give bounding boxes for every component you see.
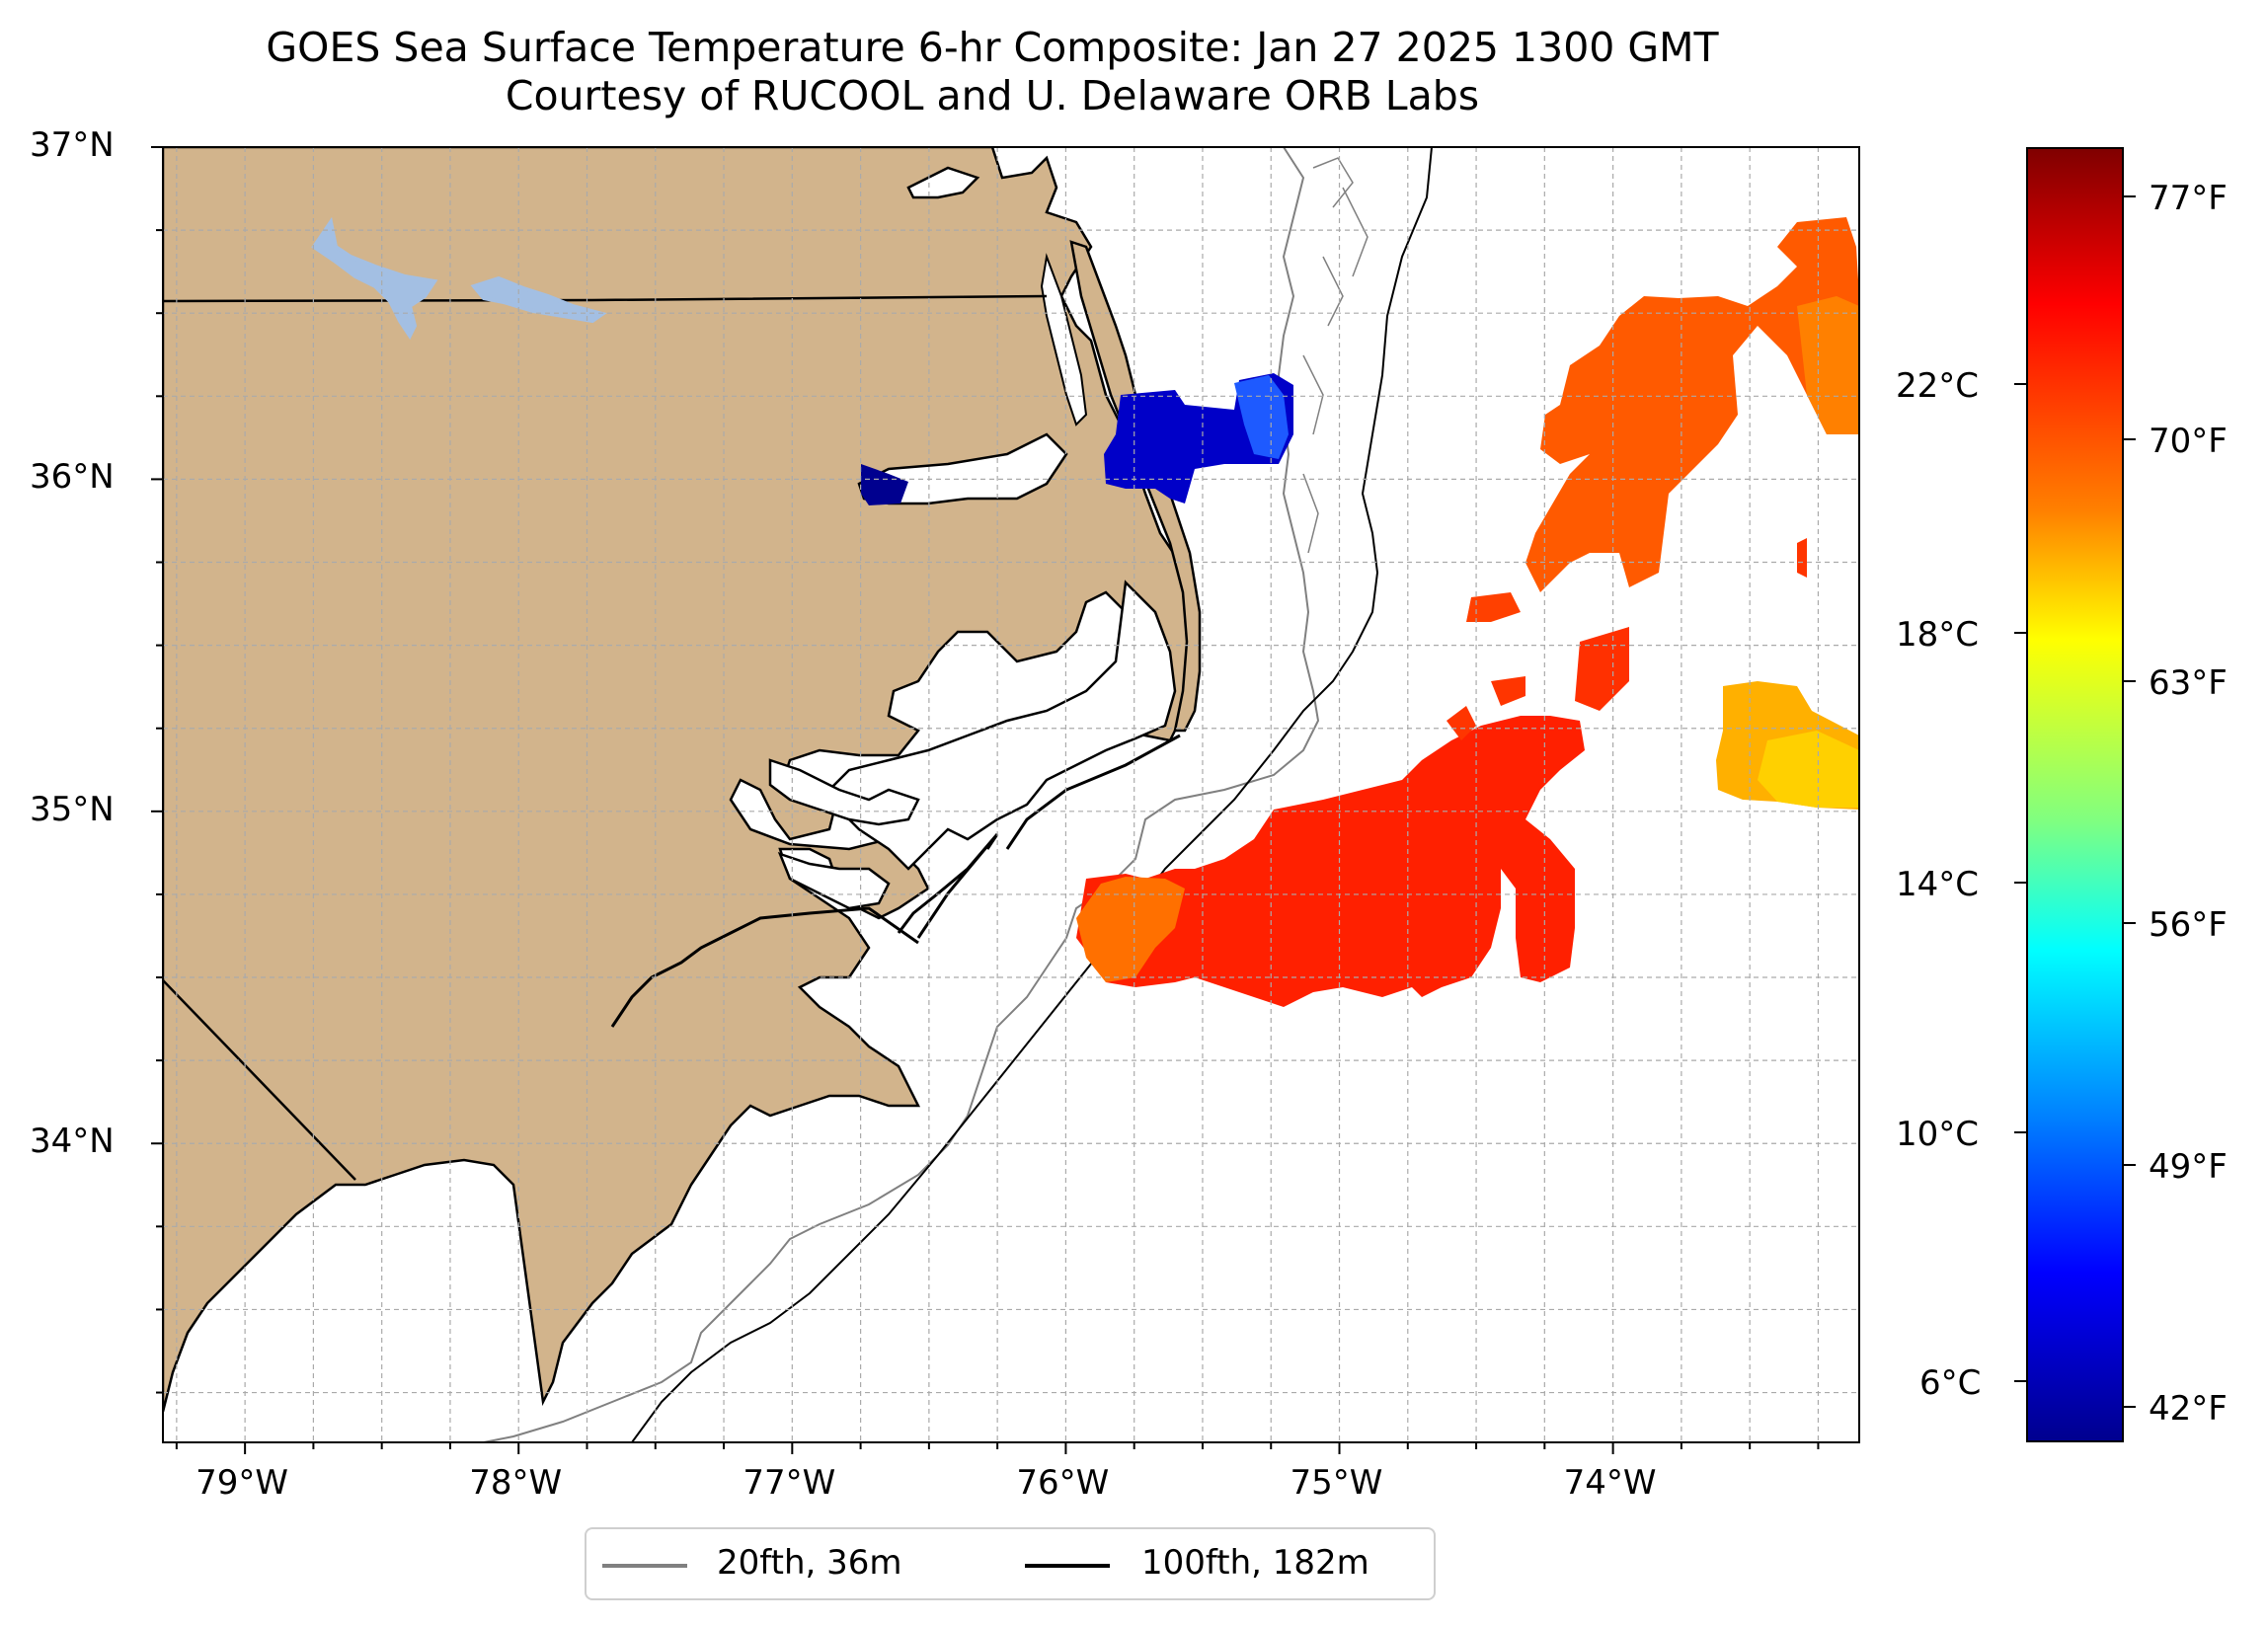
sst-warm-patch-ne-east: [1797, 296, 1859, 434]
lat-tick-label: 34°N: [30, 1122, 115, 1162]
legend-label-20fth: 20fth, 36m: [717, 1543, 902, 1583]
celsius-label: 6°C: [1919, 1363, 1982, 1403]
chesapeake-mouth: [906, 166, 980, 199]
celsius-label: 18°C: [1896, 615, 1980, 655]
title-line-2: Courtesy of RUCOOL and U. Delaware ORB L…: [505, 72, 1480, 119]
legend-label-100fth: 100fth, 182m: [1141, 1543, 1369, 1583]
legend: 20fth, 36m 100fth, 182m: [585, 1527, 1436, 1600]
neuse-river: [768, 758, 920, 826]
nc-va-border: [163, 294, 1048, 303]
axis-ticks: [151, 146, 1820, 1454]
fahrenheit-label: 77°F: [2149, 179, 2228, 218]
lon-tick-label: 78°W: [469, 1463, 563, 1503]
lat-tick-label: 35°N: [30, 789, 115, 829]
currituck-sound: [1040, 253, 1088, 426]
sst-warm-patch-small: [1466, 592, 1521, 622]
map-frame: [162, 146, 1860, 1443]
fahrenheit-label: 70°F: [2149, 422, 2228, 461]
lat-tick-label: 37°N: [30, 125, 115, 165]
colorbar: [2026, 147, 2124, 1442]
fahrenheit-label: 49°F: [2149, 1147, 2228, 1187]
lake-gaston: [470, 275, 607, 324]
sst-warm-patch-main: [1076, 716, 1585, 1007]
gridlines: [163, 146, 1859, 1442]
fahrenheit-label: 56°F: [2149, 905, 2228, 945]
fahrenheit-label: 42°F: [2149, 1389, 2228, 1429]
celsius-label: 14°C: [1896, 865, 1980, 904]
fahrenheit-label: 63°F: [2149, 663, 2228, 703]
sst-warm-patch-se-core: [1758, 731, 1859, 808]
lon-tick-label: 74°W: [1563, 1463, 1657, 1503]
cape-lookout-shore: [610, 906, 919, 1028]
sst-cold-patch-sound: [861, 464, 908, 505]
lon-tick-label: 75°W: [1290, 1463, 1383, 1503]
lower-neuse: [777, 851, 891, 910]
title-line-1: GOES Sea Surface Temperature 6-hr Compos…: [266, 24, 1719, 71]
lon-tick-label: 77°W: [743, 1463, 836, 1503]
lon-tick-label: 76°W: [1016, 1463, 1110, 1503]
pamlico-sound: [827, 580, 1177, 871]
celsius-label: 22°C: [1896, 366, 1980, 406]
legend-swatch-20fth: [602, 1564, 687, 1568]
celsius-label: 10°C: [1896, 1115, 1980, 1154]
isobath-20fth-shoals: [1302, 157, 1369, 554]
sst-warm-patch-ne: [1525, 217, 1859, 592]
lat-tick-label: 36°N: [30, 457, 115, 498]
lon-tick-label: 79°W: [196, 1463, 289, 1503]
map-title: GOES Sea Surface Temperature 6-hr Compos…: [0, 24, 1985, 120]
sst-warm-patch-main-west: [1076, 877, 1185, 982]
kerr-lake: [311, 216, 438, 340]
isobath-100fth: [631, 147, 1433, 1442]
sst-warm-patch-mid: [1575, 627, 1629, 711]
nc-sc-border: [163, 979, 356, 1181]
legend-swatch-100fth: [1025, 1564, 1110, 1568]
